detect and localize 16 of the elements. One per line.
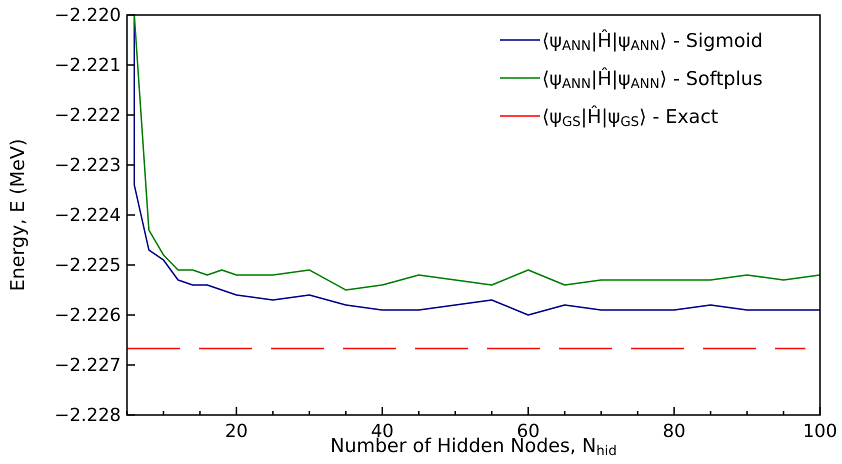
x-tick-label: 20	[224, 421, 248, 442]
legend-label: ⟨ψ$_{GS}$|Ĥ|ψ$_{GS}$⟩ - Exact	[542, 105, 718, 130]
x-tick-label: 80	[662, 421, 686, 442]
y-tick-label: −2.220	[54, 5, 121, 26]
y-tick-label: −2.226	[54, 305, 121, 326]
x-tick-label: 100	[802, 421, 838, 442]
legend-label: ⟨ψ$_{ANN}$|Ĥ|ψ$_{ANN}$⟩ - Sigmoid	[542, 29, 763, 54]
y-tick-label: −2.222	[54, 105, 121, 126]
y-tick-label: −2.225	[54, 255, 121, 276]
y-tick-label: −2.224	[54, 205, 121, 226]
y-tick-label: −2.227	[54, 355, 121, 376]
y-tick-label: −2.223	[54, 155, 121, 176]
y-tick-label: −2.221	[54, 55, 121, 76]
legend-label: ⟨ψ$_{ANN}$|Ĥ|ψ$_{ANN}$⟩ - Softplus	[542, 67, 763, 92]
y-axis-title: Energy, E (MeV)	[7, 138, 29, 292]
y-tick-label: −2.228	[54, 405, 121, 426]
